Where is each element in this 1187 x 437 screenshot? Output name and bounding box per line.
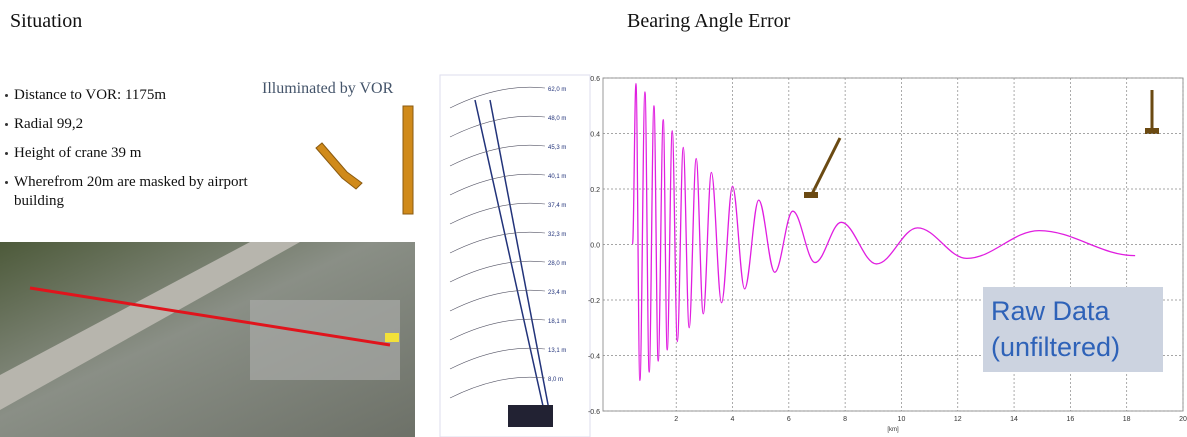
y-tick-label: 0.6 [590,76,600,83]
annotation-text: Raw Data [991,296,1111,326]
x-tick-label: 4 [731,416,735,423]
x-tick-label: 14 [1010,416,1018,423]
x-tick-label: 6 [787,416,791,423]
y-tick-label: 0.2 [590,187,600,194]
y-tick-label: -0.6 [588,409,600,416]
x-tick-label: 16 [1066,416,1074,423]
x-tick-label: 10 [898,416,906,423]
slide: {"slide": {"title_left": "Situation", "t… [0,0,1187,437]
x-tick-label: 2 [674,416,678,423]
y-tick-label: 0.4 [590,132,600,139]
annotation-text: (unfiltered) [991,332,1120,362]
x-axis-label: [km] [887,427,899,433]
x-tick-label: 12 [954,416,962,423]
chart: -0.6 -0.4 -0.2 0.0 0.2 0.4 0.6 2 4 6 8 10 12 14 16 18 20… [0,0,1187,437]
x-tick-label: 8 [843,416,847,423]
x-tick-label: 18 [1123,416,1131,423]
x-tick-label: 20 [1179,416,1187,423]
y-tick-label: 0.0 [590,243,600,250]
y-tick-label: -0.4 [588,354,600,361]
y-tick-label: -0.2 [588,298,600,305]
